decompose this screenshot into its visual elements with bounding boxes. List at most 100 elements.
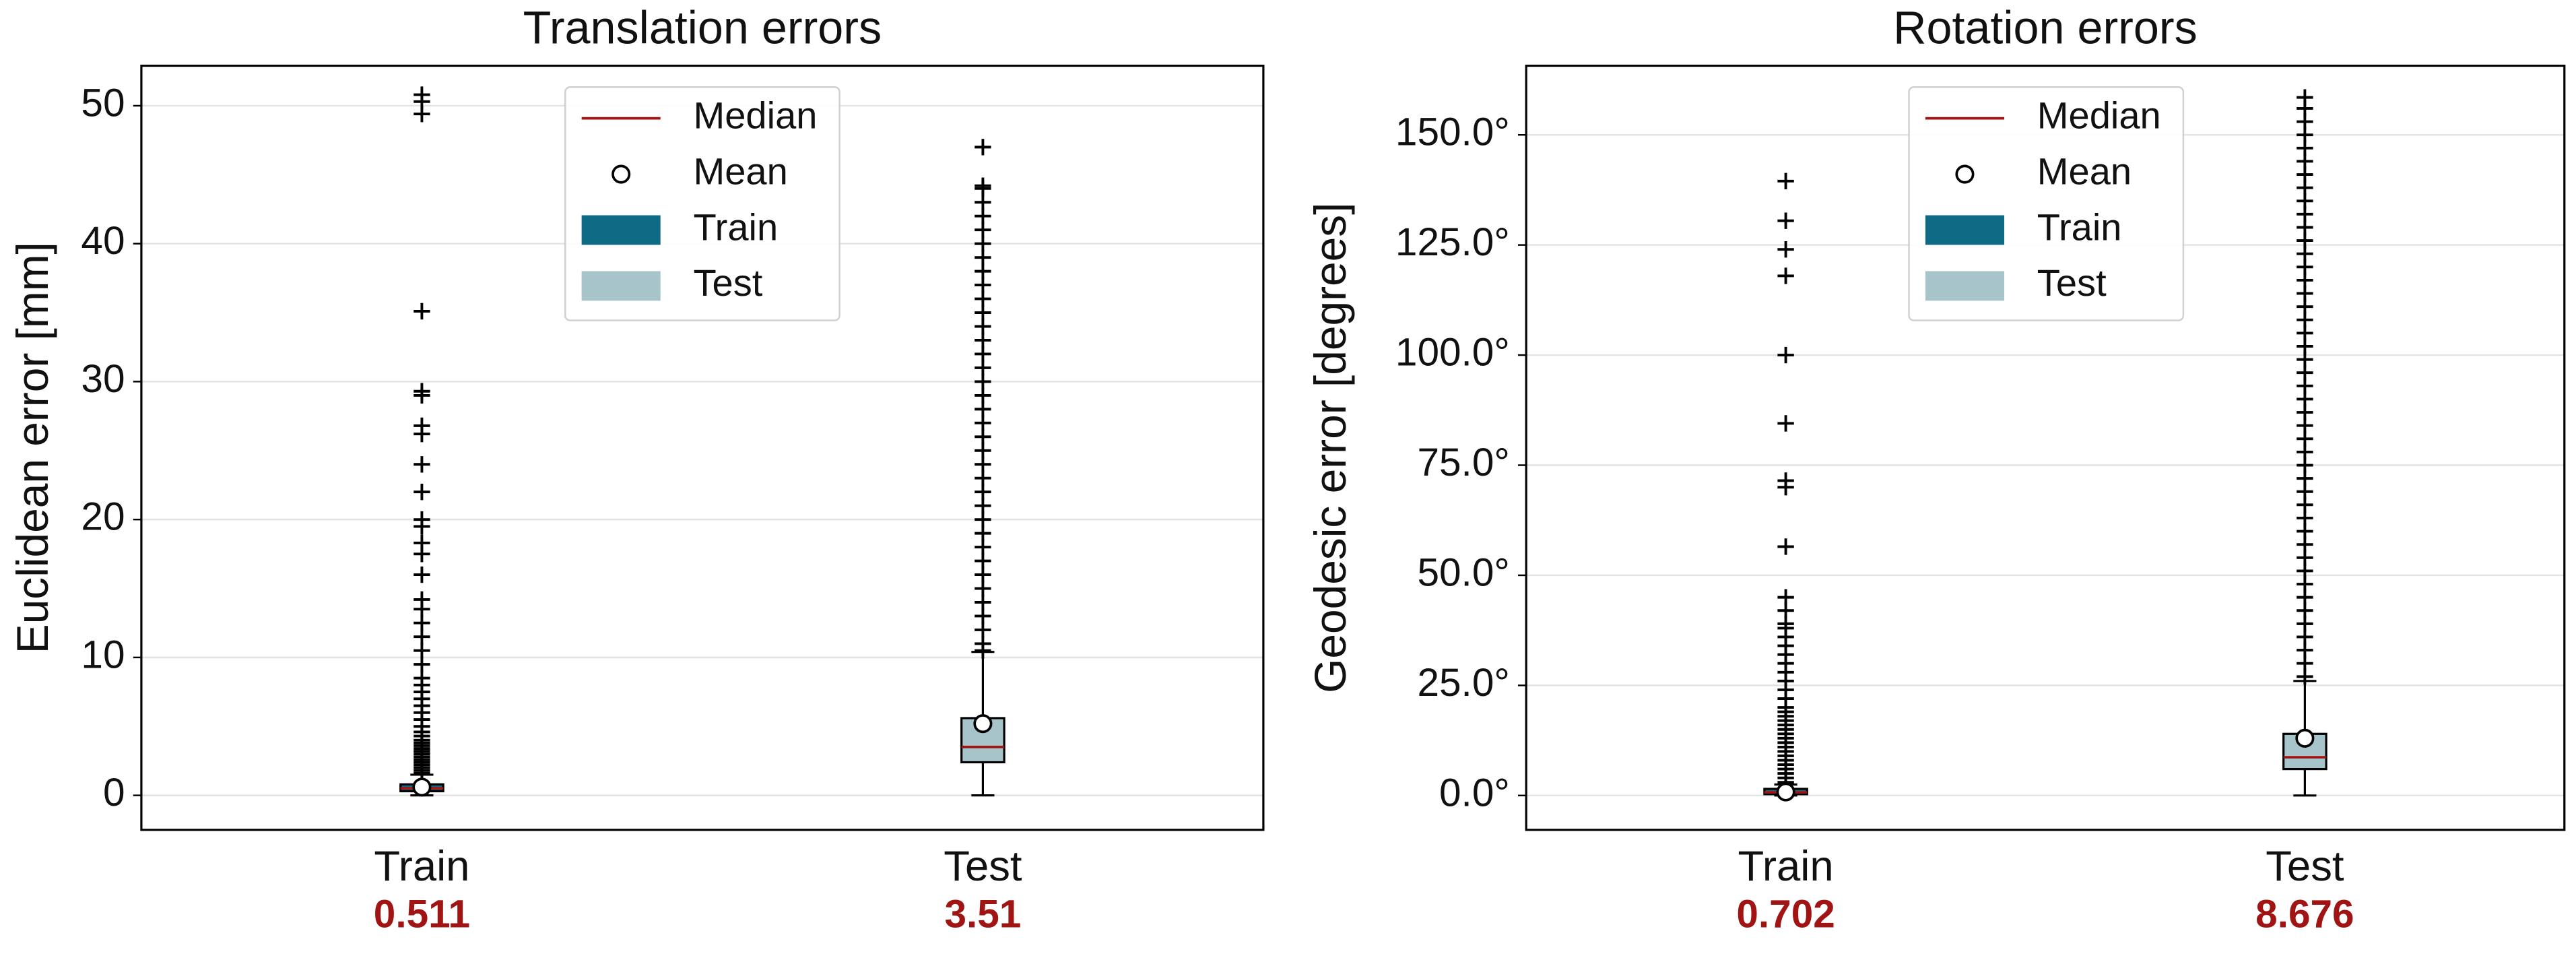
legend-swatch	[1925, 271, 2005, 301]
outlier	[975, 235, 991, 252]
outlier	[414, 566, 430, 583]
y-tick-label: 0.0°	[1439, 771, 1510, 814]
median-label: 8.676	[2255, 893, 2354, 936]
outlier	[975, 249, 991, 266]
legend-label: Train	[2037, 205, 2122, 248]
median-label: 0.702	[1736, 893, 1835, 936]
legend-label: Mean	[2037, 150, 2132, 192]
outlier	[414, 417, 430, 435]
outlier	[975, 139, 991, 156]
outlier	[975, 552, 991, 569]
y-tick-label: 20	[81, 495, 125, 539]
outlier	[975, 373, 991, 390]
y-tick-label: 30	[81, 357, 125, 401]
median-label: 3.51	[944, 893, 1021, 936]
outlier	[975, 401, 991, 418]
y-axis-label: Euclidean error [mm]	[7, 242, 57, 653]
legend-box	[564, 86, 840, 321]
legend-label: Test	[2037, 261, 2107, 304]
y-tick-label: 50.0°	[1417, 550, 1509, 594]
y-tick-label: 0	[103, 771, 125, 814]
outlier	[1777, 172, 1794, 190]
legend-label: Median	[2037, 94, 2161, 136]
outlier	[414, 534, 430, 552]
y-tick-label: 150.0°	[1395, 110, 1510, 154]
legend-label: Train	[693, 205, 778, 248]
y-tick-label: 50	[81, 81, 125, 125]
outlier	[975, 207, 991, 224]
y-axis-label: Geodesic error [degrees]	[1305, 203, 1355, 693]
outlier	[414, 302, 430, 320]
outlier	[1777, 589, 1794, 606]
mean-marker	[1776, 782, 1795, 802]
y-tick-label: 125.0°	[1395, 220, 1510, 264]
outlier	[975, 594, 991, 611]
outlier	[1777, 415, 1794, 432]
outlier	[975, 456, 991, 473]
outlier	[975, 538, 991, 556]
outlier	[1777, 346, 1794, 364]
outlier	[1777, 472, 1794, 489]
x-tick-label: Test	[944, 843, 1022, 890]
outlier	[975, 318, 991, 335]
y-tick-label: 75.0°	[1417, 441, 1509, 484]
outlier	[975, 331, 991, 349]
legend-mean	[1955, 164, 1975, 184]
chart-title: Translation errors	[523, 2, 882, 53]
outlier	[975, 359, 991, 377]
outlier	[414, 655, 430, 673]
outlier	[1777, 241, 1794, 258]
plot-frame	[1525, 64, 2566, 831]
outlier	[975, 414, 991, 432]
outlier	[975, 194, 991, 211]
outlier	[975, 635, 991, 652]
x-tick-label: Train	[1738, 843, 1834, 890]
legend-label: Median	[693, 94, 817, 136]
outlier	[975, 276, 991, 294]
outlier	[975, 608, 991, 625]
outlier	[975, 222, 991, 238]
outlier	[1777, 212, 1794, 229]
y-tick-label: 10	[81, 633, 125, 676]
outlier	[975, 511, 991, 528]
outlier	[975, 566, 991, 583]
legend-swatch	[1925, 215, 2005, 245]
legend-swatch	[581, 215, 661, 245]
legend-box	[1908, 86, 2185, 321]
outlier	[975, 442, 991, 459]
mean-marker	[973, 714, 993, 734]
outlier	[414, 86, 430, 103]
outlier	[975, 484, 991, 501]
outlier	[414, 670, 430, 686]
x-tick-label: Train	[374, 843, 469, 890]
outlier	[1777, 538, 1794, 555]
y-tick-label: 40	[81, 219, 125, 263]
outlier	[975, 346, 991, 362]
outlier	[414, 383, 430, 399]
y-tick-label: 25.0°	[1417, 661, 1509, 705]
x-tick-label: Test	[2266, 843, 2344, 890]
outlier	[975, 263, 991, 280]
outlier	[414, 484, 430, 501]
chart-title: Rotation errors	[1893, 2, 2198, 53]
median-label: 0.511	[374, 893, 470, 936]
mean-marker	[2295, 728, 2315, 748]
outlier	[975, 621, 991, 639]
y-tick-label: 100.0°	[1395, 331, 1510, 375]
legend-label: Mean	[693, 150, 787, 192]
outlier	[975, 177, 991, 194]
outlier	[1777, 267, 1794, 284]
outlier	[975, 428, 991, 445]
legend-label: Test	[693, 261, 762, 304]
outlier	[414, 642, 430, 659]
outlier	[975, 497, 991, 514]
outlier	[975, 304, 991, 321]
outlier	[2297, 89, 2313, 106]
outlier	[414, 614, 430, 631]
outlier	[975, 525, 991, 542]
outlier	[975, 580, 991, 597]
outlier	[975, 387, 991, 404]
outlier	[414, 456, 430, 473]
